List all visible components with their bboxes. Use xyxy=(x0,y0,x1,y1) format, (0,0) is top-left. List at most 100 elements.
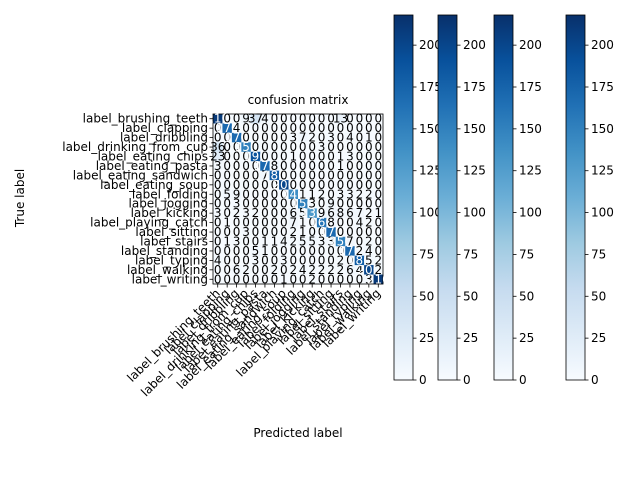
matrix-cell xyxy=(307,227,318,238)
matrix-cell xyxy=(213,227,223,238)
cell-value-label: 3 xyxy=(214,206,222,220)
cell-value-label: 4 xyxy=(233,121,241,135)
matrix-cell xyxy=(373,151,384,162)
matrix-cell xyxy=(222,180,233,190)
cell-value-label: 0 xyxy=(280,112,288,126)
cell-value-label: 0 xyxy=(252,197,260,211)
cell-value-label: 0 xyxy=(214,263,222,277)
matrix-cell xyxy=(307,236,318,247)
cell-value-label: 37 xyxy=(248,112,263,126)
cell-value-label: 0 xyxy=(280,206,288,220)
cell-value-label: 3 xyxy=(337,187,345,201)
cell-value-label: 0 xyxy=(252,168,260,182)
cell-value-label: 0 xyxy=(242,178,250,192)
cell-value-label: 0 xyxy=(374,197,382,211)
matrix-cell xyxy=(364,227,374,238)
matrix-cell xyxy=(316,217,327,228)
colorbar-tick-label: 25 xyxy=(591,331,606,345)
cell-value-label: 0 xyxy=(223,244,231,258)
matrix-cell xyxy=(288,142,299,153)
cell-value-label: 180 xyxy=(263,168,286,182)
cell-value-label: 0 xyxy=(318,178,326,192)
matrix-cell xyxy=(288,114,299,124)
matrix-cell xyxy=(364,170,374,181)
matrix-cell xyxy=(269,114,280,124)
cell-value-label: 6 xyxy=(289,206,297,220)
colorbar xyxy=(437,14,458,381)
matrix-cell xyxy=(373,132,384,143)
cell-value-label: 1 xyxy=(261,244,269,258)
matrix-cell xyxy=(298,217,308,228)
colorbar-tick-label: 50 xyxy=(419,289,434,303)
cell-value-label: 2 xyxy=(356,187,364,201)
cell-value-label: 6 xyxy=(346,263,354,277)
matrix-cell xyxy=(316,227,327,238)
cell-value-label: 0 xyxy=(299,178,307,192)
cell-value-label: 0 xyxy=(318,112,326,126)
cell-value-label: 2 xyxy=(271,263,279,277)
matrix-cell xyxy=(250,227,261,238)
matrix-cell xyxy=(373,199,384,209)
matrix-cell xyxy=(345,180,355,190)
matrix-cell xyxy=(222,123,233,134)
cell-value-label: 0 xyxy=(327,272,335,286)
cell-value-label: 0 xyxy=(365,112,373,126)
matrix-cell xyxy=(335,170,346,181)
colorbar-tick-label: 75 xyxy=(463,247,478,261)
cell-value-label: 1 xyxy=(308,187,316,201)
matrix-cell xyxy=(298,151,308,162)
cell-value-label: 2 xyxy=(365,235,373,249)
matrix-cell xyxy=(288,161,299,171)
cell-value-label: 2 xyxy=(374,263,382,277)
colorbar-tick-label: 150 xyxy=(419,122,442,136)
cell-value-label: 0 xyxy=(299,112,307,126)
matrix-cell xyxy=(241,142,252,153)
cell-value-label: 0 xyxy=(308,121,316,135)
cell-value-label: 1 xyxy=(280,272,288,286)
cell-value-label: 0 xyxy=(252,131,260,145)
cell-value-label: 170 xyxy=(338,244,361,258)
cell-value-label: 0 xyxy=(318,168,326,182)
matrix-cell xyxy=(307,217,318,228)
matrix-cell xyxy=(213,246,223,256)
cell-value-label: 0 xyxy=(299,121,307,135)
matrix-cell xyxy=(335,123,346,134)
matrix-cell xyxy=(222,255,233,266)
cell-value-label: 0 xyxy=(280,216,288,230)
matrix-cell xyxy=(241,208,252,219)
matrix-cell xyxy=(326,180,337,190)
matrix-cell xyxy=(222,142,233,153)
cell-value-label: 4 xyxy=(365,244,373,258)
matrix-cell xyxy=(213,265,223,275)
matrix-cell xyxy=(335,265,346,275)
cell-value-label: 2 xyxy=(318,263,326,277)
cell-value-label: 0 xyxy=(252,272,260,286)
cell-value-label: 3 xyxy=(327,235,335,249)
cell-value-label: 0 xyxy=(214,178,222,192)
cell-value-label: 0 xyxy=(374,178,382,192)
cell-value-label: 0 xyxy=(261,131,269,145)
matrix-cell xyxy=(260,189,270,200)
cell-value-label: 0 xyxy=(327,168,335,182)
matrix-cell xyxy=(231,180,242,190)
cell-value-label: 2 xyxy=(374,253,382,267)
matrix-cell xyxy=(354,227,365,238)
matrix-cell xyxy=(335,132,346,143)
matrix-cell xyxy=(316,151,327,162)
cell-value-label: 200 xyxy=(357,263,380,277)
cell-value-label: 0 xyxy=(308,159,316,173)
cell-value-label: 0 xyxy=(261,150,269,164)
cell-value-label: 0 xyxy=(261,225,269,239)
matrix-cell xyxy=(213,132,223,143)
cell-value-label: 0 xyxy=(252,140,260,154)
matrix-cell xyxy=(345,189,355,200)
matrix-cell xyxy=(354,217,365,228)
cell-value-label: 0 xyxy=(214,187,222,201)
matrix-cell xyxy=(279,227,289,238)
cell-value-label: 0 xyxy=(233,168,241,182)
cell-value-label: 0 xyxy=(365,150,373,164)
matrix-cell xyxy=(326,151,337,162)
matrix-cell xyxy=(222,151,233,162)
matrix-cell xyxy=(241,161,252,171)
